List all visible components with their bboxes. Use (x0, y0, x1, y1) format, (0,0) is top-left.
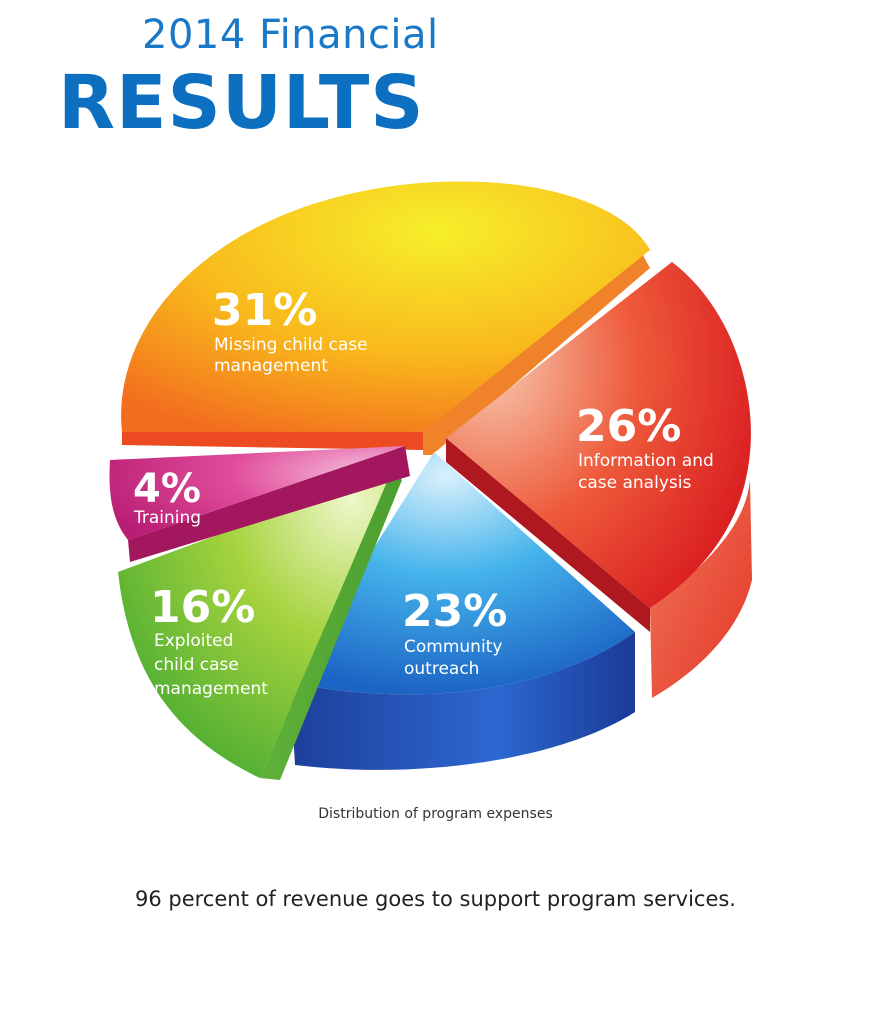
slice-exploited-label-line2: child case (154, 655, 239, 675)
slice-missing-child-top (121, 181, 651, 432)
slice-community-value: 23% (402, 586, 507, 637)
slice-information (446, 262, 752, 698)
slice-exploited-label-line3: management (154, 679, 268, 699)
slice-training-value: 4% (133, 466, 201, 512)
slice-exploited-wall (260, 470, 402, 780)
slice-missing-child-value: 31% (212, 285, 317, 336)
slice-training-label: Training (133, 508, 201, 528)
slice-training-top (109, 446, 406, 540)
chart-title-line2: RESULTS (58, 60, 425, 146)
slice-community (290, 452, 635, 770)
slice-exploited (118, 470, 402, 780)
slice-exploited-top (118, 470, 392, 778)
slice-information-top (446, 262, 751, 608)
slice-information-wall (446, 438, 650, 632)
slice-information-label-line1: Information and (578, 451, 714, 471)
pie-chart: 31% Missing child case management 26% In… (109, 181, 752, 780)
slice-missing-child-label-line1: Missing child case (214, 335, 368, 355)
slice-exploited-label-line1: Exploited (154, 631, 233, 651)
slice-community-label-line2: outreach (404, 659, 479, 679)
slice-missing-child-side (423, 250, 650, 455)
slice-training-wall (128, 446, 410, 562)
slice-exploited-value: 16% (150, 582, 255, 633)
slice-information-label-line2: case analysis (578, 473, 691, 493)
footnote: 96 percent of revenue goes to support pr… (134, 887, 736, 911)
slice-community-top (290, 452, 635, 695)
slice-missing-child (121, 181, 651, 455)
slice-community-side (290, 632, 635, 770)
chart-caption: Distribution of program expenses (318, 806, 553, 822)
chart-title-line1: 2014 Financial (142, 12, 439, 58)
slice-training (109, 446, 410, 562)
slice-community-label-line1: Community (404, 637, 502, 657)
slice-information-side (650, 480, 752, 698)
slice-missing-child-label-line2: management (214, 356, 328, 376)
slice-information-value: 26% (576, 401, 681, 452)
